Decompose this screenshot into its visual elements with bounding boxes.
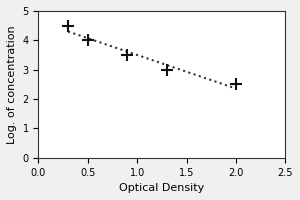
Y-axis label: Log. of concentration: Log. of concentration — [7, 25, 17, 144]
X-axis label: Optical Density: Optical Density — [119, 183, 205, 193]
